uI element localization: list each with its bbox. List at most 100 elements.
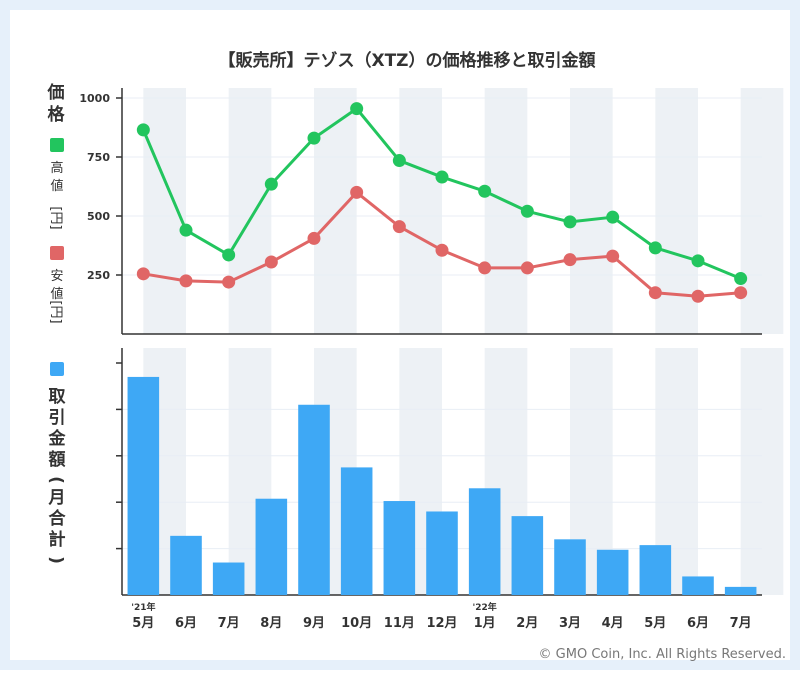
volume-label-char: 額 (48, 449, 66, 470)
high-price-point (734, 272, 748, 286)
low-price-point (435, 243, 449, 257)
low-unit-label: [円] (48, 300, 63, 323)
price-y-tick-label: 750 (87, 151, 110, 164)
low-price-point (222, 275, 236, 289)
x-tick-label: 8月 (260, 616, 282, 631)
chart-title: 【販売所】テゾス（XTZ）の価格推移と取引金額 (218, 50, 595, 71)
high-price-point (435, 170, 449, 184)
high-price-point (520, 204, 534, 218)
volume-label-char: 取 (49, 387, 66, 407)
low-price-point (136, 267, 150, 281)
high-label-char-1: 高 (50, 160, 63, 176)
price-y-tick-label: 1000 (79, 92, 110, 105)
low-price-point (478, 261, 492, 275)
volume-bar (170, 535, 202, 595)
volume-bar (639, 545, 672, 595)
low-price-point (350, 185, 364, 199)
volume-bar (426, 511, 458, 595)
volume-label-char: 合 (49, 508, 67, 529)
price-column-band (314, 88, 357, 334)
price-y-ticks: 250 500 750 1000 (79, 92, 122, 282)
price-column-band (484, 88, 528, 334)
price-legend: 価 格 高 値 [円] 安 値 [円] (47, 82, 66, 324)
low-price-point (648, 286, 662, 300)
price-lines (136, 102, 748, 303)
volume-bar (468, 488, 501, 595)
low-price-point (392, 220, 406, 234)
x-tick-label: 5月 (644, 616, 666, 631)
volume-legend: 取引金額 ( 月合計) (46, 362, 67, 564)
background-bands (143, 88, 784, 595)
volume-label-char: 引 (49, 408, 66, 428)
volume-bar (554, 539, 586, 595)
volume-bar (724, 586, 757, 595)
x-tick-labels: 5月 6月 7月 8月 9月 10月 11月 12月 1月 2月 3月 4月 5月 6月 7月 '21年 '22… (131, 601, 751, 631)
x-tick-label: 6月 (687, 616, 709, 631)
price-label-char-1: 価 (47, 82, 65, 103)
high-price-point (563, 215, 577, 229)
chart-canvas: 【販売所】テゾス（XTZ）の価格推移と取引金額 価 格 高 値 [円] 安 値 … (46, 50, 786, 662)
high-price-point (136, 123, 150, 137)
x-tick-label: 7月 (730, 616, 752, 631)
high-price-point (478, 184, 492, 198)
x-tick-label: 11月 (384, 616, 415, 631)
price-column-band (228, 88, 272, 334)
x-tick-label: 4月 (602, 616, 624, 631)
low-label-char-2: 値 (50, 286, 63, 302)
volume-label-char: ( (46, 476, 66, 484)
x-tick-label: 12月 (426, 616, 457, 631)
volume-bar (511, 516, 544, 595)
low-price-point (734, 286, 748, 300)
volume-label-char: 金 (48, 428, 67, 449)
x-tick-label: 3月 (559, 616, 581, 631)
volume-bar (596, 549, 629, 595)
year-marker-label: '22年 (473, 601, 497, 613)
volume-bars (127, 376, 757, 595)
low-price-point (606, 249, 620, 263)
copyright-text: © GMO Coin, Inc. All Rights Reserved. (539, 647, 786, 662)
low-price-point (520, 261, 534, 275)
year-marker-label: '21年 (131, 601, 155, 613)
volume-bar (212, 562, 245, 595)
volume-label: 取引金額 ( 月合計) (46, 387, 67, 564)
high-label-char-2: 値 (50, 178, 63, 194)
x-tick-label: 5月 (132, 616, 154, 631)
x-tick-label: 6月 (175, 616, 197, 631)
x-tick-label: 9月 (303, 616, 325, 631)
volume-bar (340, 467, 373, 595)
high-price-point (307, 131, 321, 145)
volume-bar (298, 404, 330, 595)
volume-bar (383, 501, 416, 595)
high-price-point (392, 154, 406, 168)
low-price-point (264, 255, 278, 269)
low-price-point (563, 253, 577, 267)
volume-bar (682, 576, 714, 595)
price-column-band (570, 88, 613, 334)
high-legend-swatch (50, 138, 64, 152)
low-price-point (307, 231, 321, 245)
volume-legend-swatch (50, 362, 64, 376)
low-label-char-1: 安 (50, 269, 63, 284)
x-tick-label: 2月 (516, 616, 538, 631)
high-unit-label: [円] (48, 206, 63, 229)
high-price-point (606, 210, 620, 224)
volume-label-char: 月 (48, 488, 66, 508)
volume-label-char: ) (46, 556, 66, 564)
high-price-point (179, 223, 193, 237)
high-price-point (691, 254, 705, 268)
volume-bar (127, 376, 160, 595)
low-price-point (179, 274, 193, 288)
price-column-band (143, 88, 186, 334)
low-legend-swatch (50, 246, 64, 260)
low-price-point (691, 289, 705, 303)
price-label-char-2: 格 (48, 104, 66, 125)
high-price-point (648, 241, 662, 255)
volume-label-char: 計 (49, 529, 66, 550)
price-y-tick-label: 250 (87, 269, 110, 282)
high-price-point (264, 177, 278, 191)
price-column-band (740, 88, 784, 334)
x-tick-label: 10月 (341, 616, 372, 631)
price-y-tick-label: 500 (87, 210, 110, 223)
volume-column-band (740, 348, 784, 595)
